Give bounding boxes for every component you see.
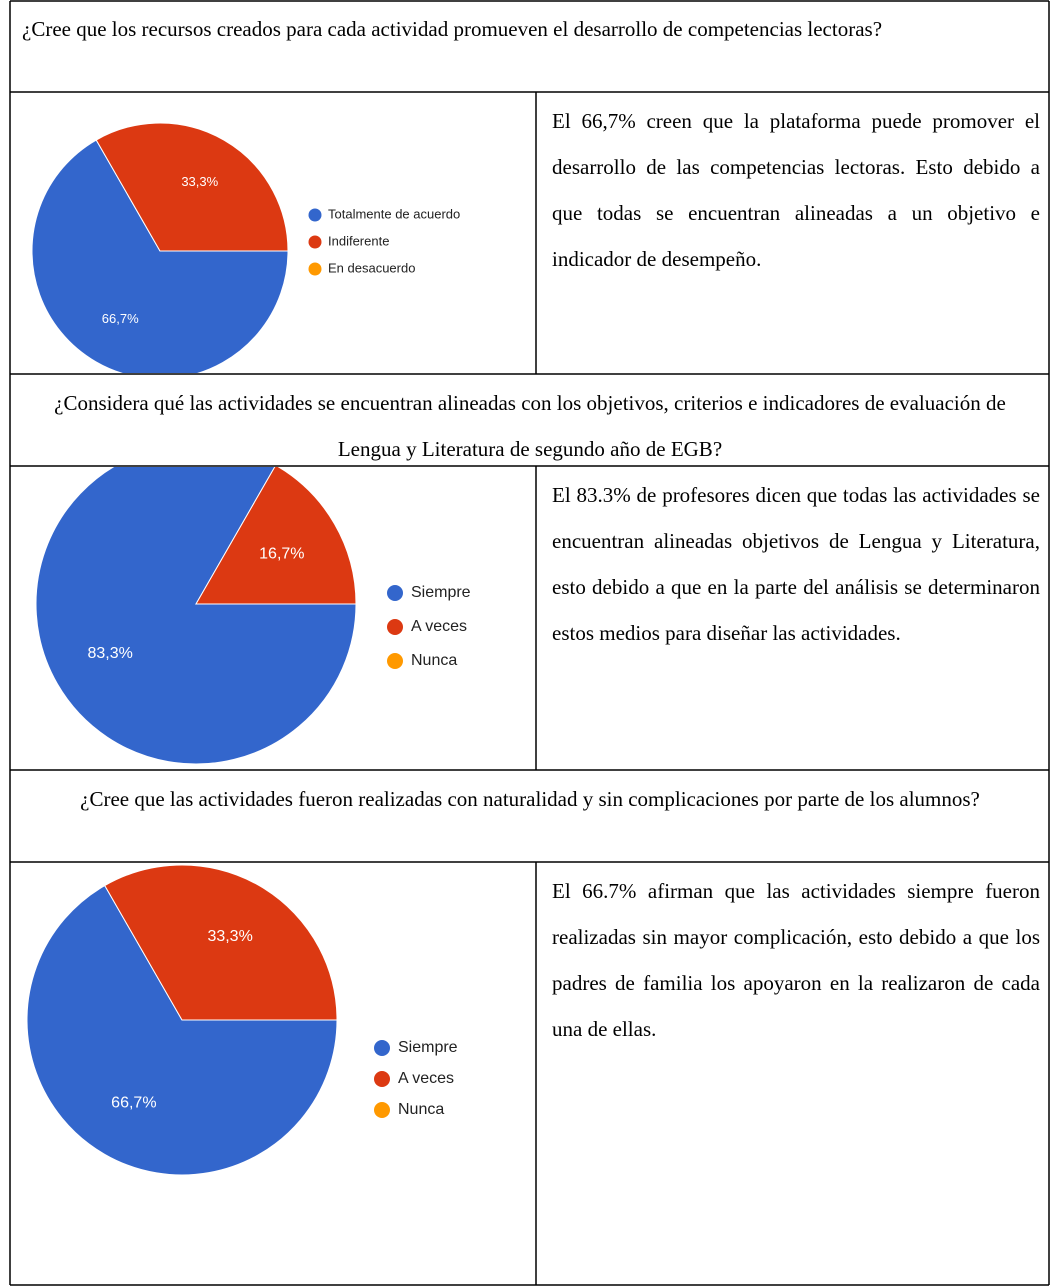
slice-label: 66,7% xyxy=(102,311,139,326)
legend-swatch xyxy=(308,262,322,276)
legend-label: Siempre xyxy=(398,1039,458,1056)
answer: El 83.3% de profesores dicen que todas l… xyxy=(552,483,1040,645)
slice-label: 66,7% xyxy=(111,1094,156,1111)
question: ¿Cree que las actividades fueron realiza… xyxy=(80,787,980,811)
pie-chart: 66,7% 33,3% Siempre A veces Nunca xyxy=(26,864,458,1176)
pie-slice xyxy=(31,139,289,373)
pie-slice xyxy=(26,884,338,1176)
slice-label: 83,3% xyxy=(87,645,132,662)
question: ¿Cree que los recursos creados para cada… xyxy=(22,17,883,41)
pie-slice xyxy=(104,864,338,1021)
legend-swatch xyxy=(374,1102,390,1118)
legend-label: Nunca xyxy=(398,1101,444,1118)
legend-label: Nunca xyxy=(411,652,457,669)
legend-label: Siempre xyxy=(411,584,471,601)
pie-slice xyxy=(95,122,289,252)
legend-swatch xyxy=(308,235,322,249)
legend-swatch xyxy=(374,1071,390,1087)
legend-swatch xyxy=(387,653,403,669)
legend-label: Indiferente xyxy=(328,233,389,248)
answer: El 66,7% creen que la plataforma puede p… xyxy=(552,109,1040,271)
legend-swatch xyxy=(387,585,403,601)
legend-swatch xyxy=(387,619,403,635)
legend-label: A veces xyxy=(411,618,467,635)
answer: El 66.7% afirman que las actividades sie… xyxy=(552,879,1040,1041)
pie-chart: 66,7% 33,3% Totalmente de acuerdo Indiferen… xyxy=(31,122,460,373)
slice-label: 33,3% xyxy=(207,928,252,945)
slice-label: 33,3% xyxy=(181,174,218,189)
question: ¿Considera qué las actividades se encuen… xyxy=(54,391,1006,461)
legend-label: Totalmente de acuerdo xyxy=(328,206,460,221)
legend-label: A veces xyxy=(398,1070,454,1087)
pie-slice xyxy=(35,467,357,765)
pie-slice xyxy=(195,467,357,605)
legend-swatch xyxy=(308,208,322,222)
legend-swatch xyxy=(374,1040,390,1056)
pie-chart: 83,3% 16,7% Siempre A veces Nunca xyxy=(35,467,471,765)
slice-label: 16,7% xyxy=(259,546,304,563)
legend-label: En desacuerdo xyxy=(328,260,415,275)
